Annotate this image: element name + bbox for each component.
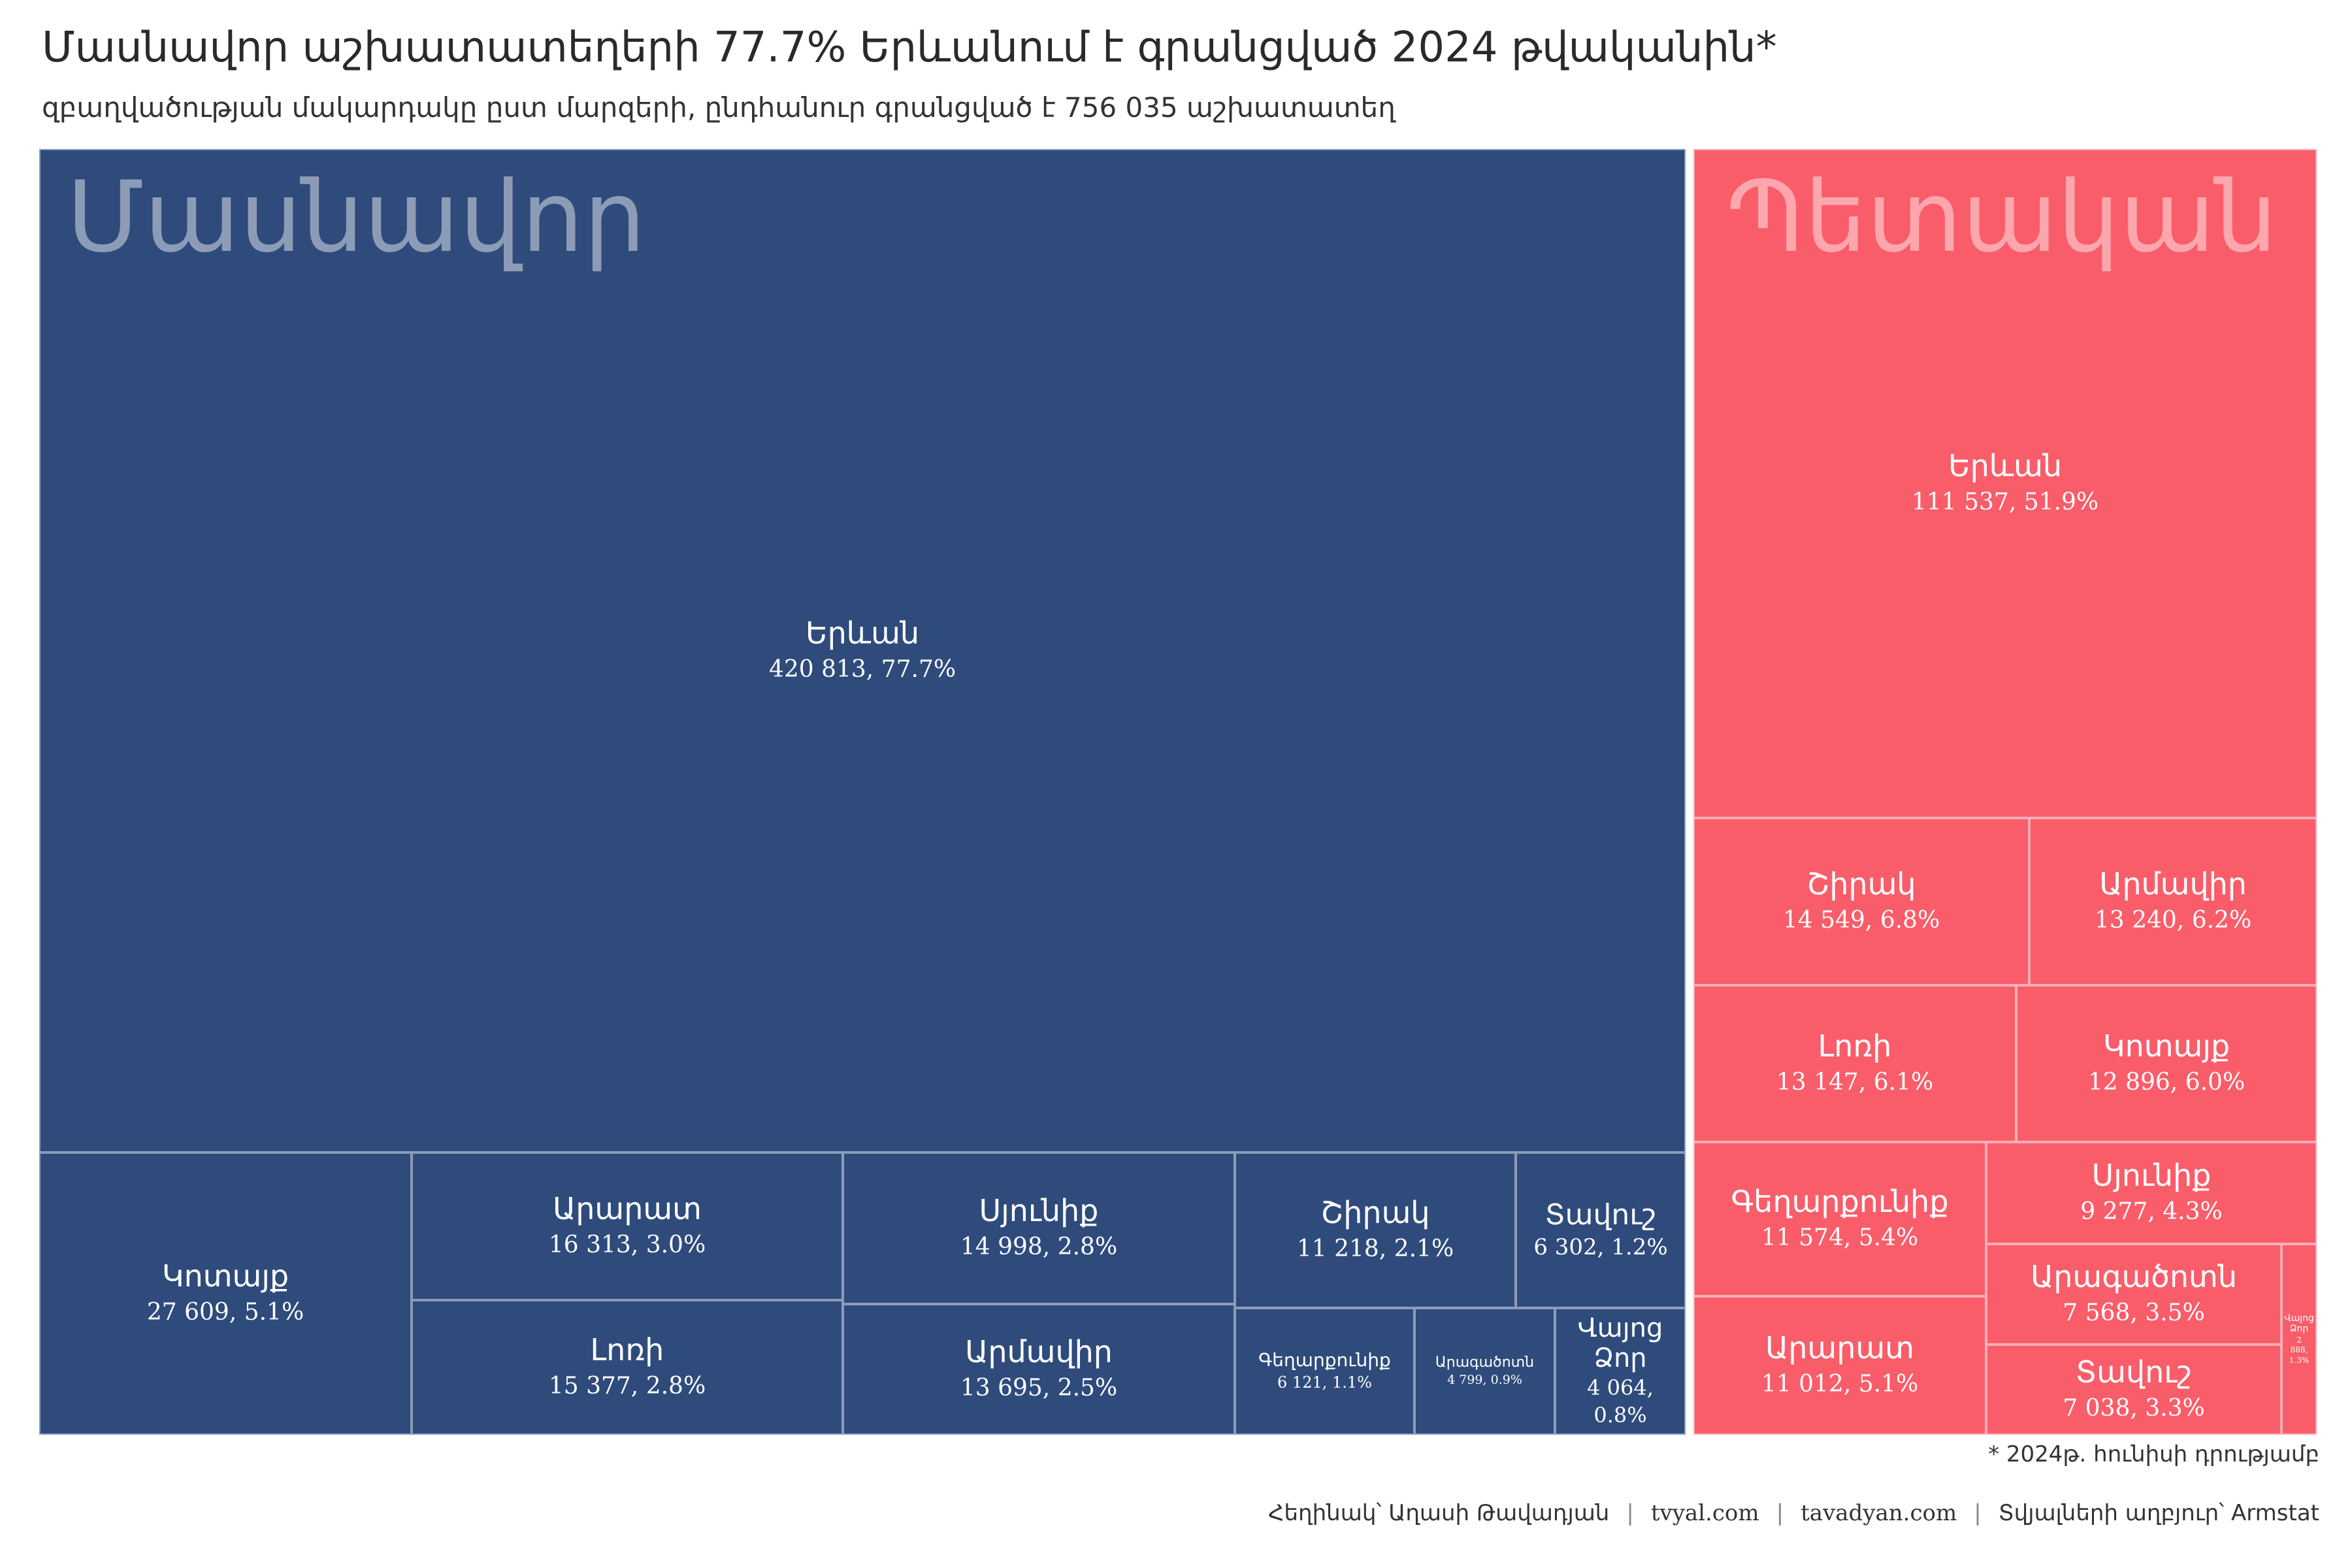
treemap-cell: Վայոց Ձոր 2 888, 1.3% [2281,1244,2317,1435]
site-link-tvyal[interactable]: tvyal.com [1650,1500,1759,1526]
footnote: * 2024թ. հունիսի դրությամբ [1988,1441,2319,1467]
chart-subtitle: զբաղվածության մակարդակը ըստ մարզերի, ընդ… [42,91,1396,123]
treemap-cell: Կոտայք 27 609, 5.1% [39,1152,412,1435]
cell-region-name: Կոտայք [161,1258,289,1294]
cell-region-name: Վայոց Ձոր [1577,1313,1663,1374]
treemap-cell: Շիրակ 14 549, 6.8% [1693,818,2029,985]
cell-value-label: 6 302, 1.2% [1533,1234,1668,1261]
treemap-cell: Կոտայք 12 896, 6.0% [2016,985,2317,1142]
cell-value-label: 13 240, 6.2% [2094,907,2252,934]
treemap-cell: Սյունիք 14 998, 2.8% [843,1152,1235,1304]
cell-region-name: Շիրակ [1320,1195,1430,1231]
cell-region-name: Կոտայք [2102,1028,2230,1064]
cell-region-name: Գեղարքունիք [1258,1349,1391,1371]
treemap-cell: Արարատ 11 012, 5.1% [1693,1296,1986,1435]
cell-value-label: 27 609, 5.1% [146,1299,304,1326]
cell-region-name: Տավուշ [1544,1198,1657,1232]
cell-value-label: 9 277, 4.3% [2080,1198,2223,1226]
cell-region-name: Արարատ [553,1191,702,1227]
treemap-cell: Երևան 420 813, 77.7% [39,149,1686,1152]
cell-value-label: 13 147, 6.1% [1776,1069,1934,1096]
treemap-cell: Վայոց Ձոր 4 064, 0.8% [1555,1308,1686,1435]
separator: | [1776,1500,1784,1526]
treemap-cell: Արմավիր 13 695, 2.5% [843,1304,1235,1435]
treemap-cell: Տավուշ 6 302, 1.2% [1516,1152,1686,1308]
group-label: Մասնավոր [67,161,646,274]
cell-value-label: 111 537, 51.9% [1911,489,2099,516]
separator: | [1974,1500,1982,1526]
treemap-cell: Լոռի 13 147, 6.1% [1693,985,2016,1142]
cell-region-name: Լոռի [590,1332,664,1368]
cell-region-name: Վայոց Ձոր [2284,1313,2314,1334]
cell-value-label: 13 695, 2.5% [960,1375,1118,1402]
cell-region-name: Արմավիր [965,1334,1113,1370]
cell-region-name: Սյունիք [979,1193,1099,1229]
cell-value-label: 6 121, 1.1% [1277,1373,1372,1392]
cell-region-name: Լոռի [1818,1028,1892,1064]
treemap-cell: Գեղարքունիք 11 574, 5.4% [1693,1142,1986,1296]
treemap-cell: Սյունիք 9 277, 4.3% [1986,1142,2317,1244]
chart-title: Մասնավոր աշխատատեղերի 77.7% Երևանում է գ… [42,24,1777,72]
cell-value-label: 11 012, 5.1% [1761,1371,1919,1398]
treemap-cell: Արարատ 16 313, 3.0% [412,1152,843,1300]
cell-value-label: 420 813, 77.7% [768,656,956,683]
cell-value-label: 15 377, 2.8% [548,1373,706,1400]
treemap-cell: Լոռի 15 377, 2.8% [412,1300,843,1435]
treemap-cell: Արագածոտն 4 799, 0.9% [1414,1308,1555,1435]
treemap-cell: Տավուշ 7 038, 3.3% [1986,1345,2281,1435]
cell-value-label: 7 038, 3.3% [2063,1395,2205,1422]
cell-region-name: Գեղարքունիք [1731,1184,1949,1220]
cell-region-name: Արարատ [1765,1330,1914,1366]
author-credit: Հեղինակ՝ Աղասի Թավադյան [1268,1500,1610,1526]
cell-region-name: Արագածոտն [1435,1354,1535,1371]
treemap-cell: Արմավիր 13 240, 6.2% [2029,818,2317,985]
cell-region-name: Տավուշ [2075,1354,2193,1390]
data-source: Տվյալների աղբյուր՝ Armstat [1998,1500,2319,1526]
treemap-cell: Երևան 111 537, 51.9% [1693,149,2317,818]
cell-region-name: Արմավիր [2099,866,2247,902]
cell-value-label: 11 574, 5.4% [1761,1224,1919,1252]
cell-value-label: 4 064, 0.8% [1587,1375,1654,1428]
cell-region-name: Երևան [1948,448,2063,484]
cell-value-label: 4 799, 0.9% [1447,1373,1522,1388]
cell-value-label: 7 568, 3.5% [2063,1299,2205,1327]
treemap: Երևան 420 813, 77.7% Կոտայք 27 609, 5.1% Արա… [39,149,2317,1435]
group-label: Պետական [1726,161,2278,274]
treemap-cell: Շիրակ 11 218, 2.1% [1235,1152,1516,1308]
cell-value-label: 2 888, 1.3% [2289,1335,2310,1365]
site-link-tavadyan[interactable]: tavadyan.com [1801,1500,1957,1526]
cell-region-name: Երևան [805,615,920,651]
cell-region-name: Շիրակ [1806,866,1916,902]
cell-value-label: 16 313, 3.0% [548,1232,706,1259]
credits: Հեղինակ՝ Աղասի Թավադյան | tvyal.com | tavady… [1268,1500,2319,1526]
cell-region-name: Արագածոտն [2030,1259,2237,1295]
treemap-cell: Արագածոտն 7 568, 3.5% [1986,1244,2281,1345]
cell-value-label: 14 549, 6.8% [1782,907,1940,934]
cell-value-label: 11 218, 2.1% [1296,1235,1454,1263]
cell-value-label: 12 896, 6.0% [2087,1069,2246,1096]
cell-value-label: 14 998, 2.8% [960,1233,1118,1261]
separator: | [1626,1500,1634,1526]
cell-region-name: Սյունիք [2091,1158,2212,1194]
treemap-cell: Գեղարքունիք 6 121, 1.1% [1235,1308,1414,1435]
